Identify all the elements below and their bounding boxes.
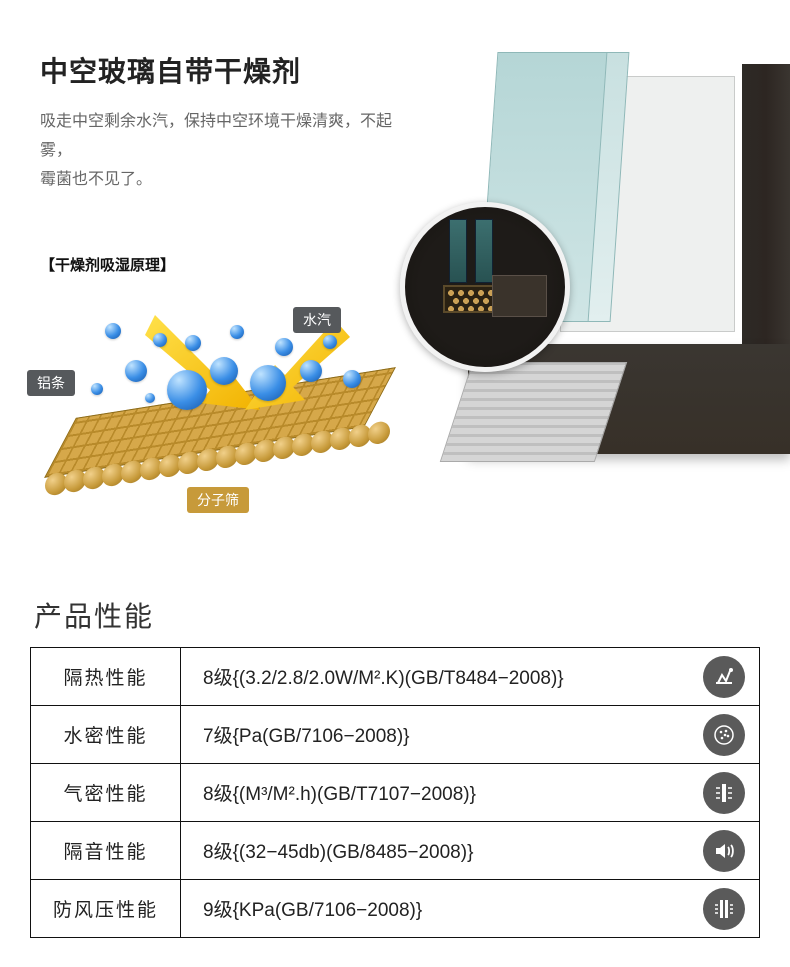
sound-icon [703, 830, 745, 872]
perf-value-cell: 8级{(M³/M².h)(GB/T7107−2008)} [181, 764, 760, 822]
perf-value: 8级{(3.2/2.8/2.0W/M².K)(GB/T8484−2008)} [181, 663, 703, 690]
principle-diagram: 水汽 铝条 分子筛 [40, 275, 750, 535]
detail-glass-a [449, 219, 467, 283]
perf-value: 8级{(32−45db)(GB/8485−2008)} [181, 837, 703, 864]
performance-table: 隔热性能8级{(3.2/2.8/2.0W/M².K)(GB/T8484−2008… [30, 647, 760, 938]
performance-title: 产品性能 [34, 595, 760, 635]
perf-label: 隔热性能 [31, 648, 181, 706]
table-row: 隔热性能8级{(3.2/2.8/2.0W/M².K)(GB/T8484−2008… [31, 648, 760, 706]
perf-label: 水密性能 [31, 706, 181, 764]
water-icon [703, 714, 745, 756]
page-subtitle: 吸走中空剩余水汽，保持中空环境干燥清爽，不起雾， 霉菌也不见了。 [40, 108, 420, 194]
perf-value-cell: 7级{Pa(GB/7106−2008)} [181, 706, 760, 764]
perf-value-cell: 8级{(3.2/2.8/2.0W/M².K)(GB/T8484−2008)} [181, 648, 760, 706]
detail-glass-b [475, 219, 493, 283]
perf-value-cell: 9级{KPa(GB/7106−2008)} [181, 880, 760, 938]
perf-value-cell: 8级{(32−45db)(GB/8485−2008)} [181, 822, 760, 880]
performance-section: 产品性能 隔热性能8级{(3.2/2.8/2.0W/M².K)(GB/T8484… [0, 595, 790, 938]
perf-value: 8级{(M³/M².h)(GB/T7107−2008)} [181, 779, 703, 806]
table-row: 防风压性能9级{KPa(GB/7106−2008)} [31, 880, 760, 938]
subtitle-line-1: 吸走中空剩余水汽，保持中空环境干燥清爽，不起雾， [40, 113, 392, 159]
diagram-left: 水汽 铝条 分子筛 [25, 275, 415, 535]
perf-label: 防风压性能 [31, 880, 181, 938]
tag-molecular-sieve: 分子筛 [187, 487, 249, 513]
perf-value: 9级{KPa(GB/7106−2008)} [181, 895, 703, 922]
air-icon [703, 772, 745, 814]
subtitle-line-2: 霉菌也不见了。 [40, 171, 152, 188]
tag-aluminum-strip: 铝条 [27, 370, 75, 396]
table-row: 气密性能8级{(M³/M².h)(GB/T7107−2008)} [31, 764, 760, 822]
perf-label: 气密性能 [31, 764, 181, 822]
table-row: 隔音性能8级{(32−45db)(GB/8485−2008)} [31, 822, 760, 880]
tag-water-vapor: 水汽 [293, 307, 341, 333]
wind-icon [703, 888, 745, 930]
perf-label: 隔音性能 [31, 822, 181, 880]
perf-value: 7级{Pa(GB/7106−2008)} [181, 721, 703, 748]
thermal-icon [703, 656, 745, 698]
table-row: 水密性能7级{Pa(GB/7106−2008)} [31, 706, 760, 764]
